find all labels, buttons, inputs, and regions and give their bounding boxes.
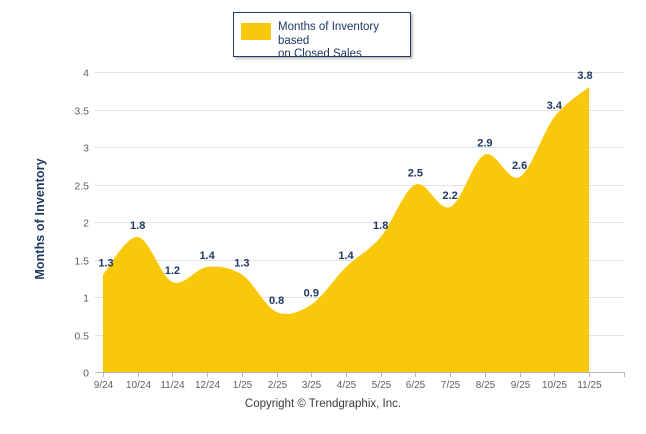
- y-axis-tick-labels: 0 0.5 1 1.5 2 2.5 3 3.5 4: [74, 68, 89, 380]
- data-point-label: 2.2: [442, 190, 457, 202]
- y-axis-tick-label: 4: [83, 68, 89, 80]
- data-point-label: 2.5: [408, 168, 423, 180]
- data-point-label: 1.8: [130, 220, 145, 232]
- data-point-label: 1.3: [234, 258, 249, 270]
- legend-entry: Months of Inventory based on Closed Sale…: [234, 13, 410, 62]
- y-axis-tick-label: 0: [83, 368, 89, 380]
- x-axis-tick-label: 4/25: [337, 380, 357, 391]
- data-point-label: 3.8: [577, 70, 592, 82]
- y-axis-tick-label: 1: [83, 293, 89, 305]
- data-point-label: 0.9: [304, 288, 319, 300]
- y-axis-tick-label: 2.5: [74, 181, 89, 193]
- data-point-label: 2.6: [512, 160, 527, 172]
- x-axis-tick-label: 10/25: [542, 380, 567, 391]
- area-series-path: [103, 87, 589, 372]
- data-point-label: 1.2: [165, 265, 180, 277]
- axis-lines: [95, 372, 625, 377]
- data-point-label: 1.4: [199, 250, 215, 262]
- area-series: [103, 87, 589, 372]
- y-axis-tick-label: 3.5: [74, 106, 89, 118]
- x-axis-tick-label: 7/25: [441, 380, 461, 391]
- y-axis-tick-label: 0.5: [74, 331, 89, 343]
- chart-legend[interactable]: Months of Inventory based on Closed Sale…: [233, 12, 411, 60]
- data-point-label: 0.8: [269, 295, 284, 307]
- y-axis-tick-label: 1.5: [74, 256, 89, 268]
- x-axis-tick-label: 10/24: [126, 380, 151, 391]
- legend-swatch-icon: [241, 23, 271, 40]
- x-axis-tick-label: 2/25: [268, 380, 288, 391]
- data-point-label: 1.3: [98, 258, 113, 270]
- x-axis-tick-label: 5/25: [372, 380, 392, 391]
- x-axis-tick-label: 9/24: [94, 380, 114, 391]
- x-axis-tick-label: 9/25: [511, 380, 531, 391]
- data-point-label: 3.4: [547, 100, 563, 112]
- data-point-labels: 1.3 1.8 1.2 1.4 1.3 0.8 0.9 1.4 1.8 2.5 2.2 2.9 2.6 3…: [98, 70, 592, 307]
- x-axis-tick-label: 8/25: [476, 380, 496, 391]
- x-axis-tick-label: 6/25: [406, 380, 426, 391]
- y-axis-tick-label: 3: [83, 143, 89, 155]
- x-axis-tick-label: 12/24: [195, 380, 220, 391]
- y-axis-tick-label: 2: [83, 218, 89, 230]
- x-axis-tick-labels: 9/24 10/24 11/24 12/24 1/25 2/25 3/25 4/25 5/25 6…: [94, 380, 602, 391]
- x-axis-tick-label: 1/25: [233, 380, 253, 391]
- data-point-label: 2.9: [477, 138, 492, 150]
- legend-label: Months of Inventory based on Closed Sale…: [278, 21, 379, 60]
- data-point-label: 1.4: [338, 250, 354, 262]
- copyright-notice: Copyright © Trendgraphix, Inc.: [244, 398, 402, 410]
- x-axis-tick-label: 3/25: [302, 380, 322, 391]
- x-axis-tick-label: 11/25: [577, 380, 602, 391]
- data-point-label: 1.8: [373, 220, 388, 232]
- x-axis-tick-label: 11/24: [160, 380, 185, 391]
